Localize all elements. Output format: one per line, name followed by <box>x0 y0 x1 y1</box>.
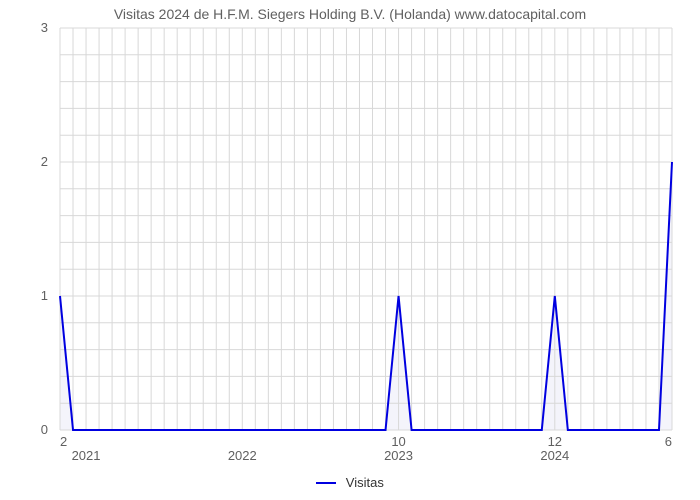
y-tick-label: 2 <box>41 154 48 169</box>
x-year-label: 2022 <box>228 448 257 463</box>
visits-chart: 01232021202220232024210126 <box>0 0 700 480</box>
legend: Visitas <box>0 474 700 490</box>
legend-swatch <box>316 482 336 484</box>
y-tick-label: 3 <box>41 20 48 35</box>
x-marker-label: 10 <box>391 434 405 449</box>
x-marker-label: 12 <box>548 434 562 449</box>
x-year-label: 2021 <box>72 448 101 463</box>
x-year-label: 2024 <box>540 448 569 463</box>
legend-label: Visitas <box>346 475 384 490</box>
chart-title: Visitas 2024 de H.F.M. Siegers Holding B… <box>0 6 700 22</box>
y-tick-label: 1 <box>41 288 48 303</box>
y-tick-label: 0 <box>41 422 48 437</box>
x-year-label: 2023 <box>384 448 413 463</box>
x-marker-label: 6 <box>665 434 672 449</box>
x-marker-label: 2 <box>60 434 67 449</box>
